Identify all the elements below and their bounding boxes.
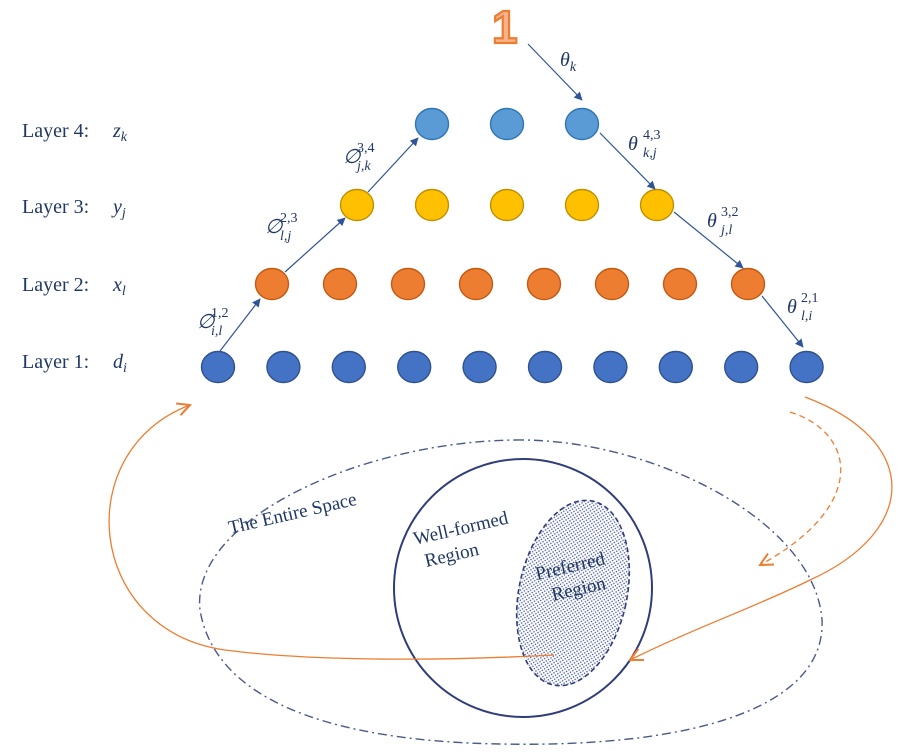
label-theta-jl: θ 3,2 j,l	[707, 205, 739, 238]
layer-1-node	[200, 350, 236, 384]
layer-1-variable: di	[113, 351, 127, 376]
edge-labels: θk θ 4,3 k,j θ 3,2 j,l θ 2,1 l,i ∅ 3,4 j…	[197, 49, 819, 339]
layer-2-node	[662, 267, 698, 301]
top-node-one: 1	[492, 1, 518, 53]
svg-text:2,1: 2,1	[801, 291, 819, 306]
entire-space-boundary	[199, 439, 823, 745]
arrow-theta-kj	[599, 132, 656, 190]
layer-4-nodes	[414, 107, 600, 141]
layer-3-node	[414, 188, 450, 222]
svg-text:l,i: l,i	[801, 309, 812, 324]
layer-1-node	[331, 350, 366, 384]
well-formed-label: Well-formed Region	[411, 507, 520, 574]
arrow-phi-jk	[367, 137, 419, 193]
layer-2-node	[526, 267, 562, 301]
well-formed-region	[393, 458, 653, 718]
svg-text:4,3: 4,3	[643, 128, 661, 143]
layer-2-node	[322, 267, 358, 301]
svg-text:θ: θ	[707, 210, 717, 232]
layer-3-node	[339, 188, 375, 222]
layer-2-variable: xl	[112, 274, 126, 299]
layer-1-node	[266, 350, 301, 384]
layer-3-label: Layer 3:	[22, 196, 89, 218]
entire-space-label: The Entire Space	[226, 489, 358, 539]
layer-4-node	[489, 107, 525, 141]
layer-4-variable: zk	[112, 120, 128, 145]
layer-3-variable: yj	[111, 196, 126, 221]
layer-2-node	[390, 267, 426, 301]
label-phi-lj: ∅ 2,3 l,j	[265, 211, 298, 244]
svg-text:θ: θ	[787, 296, 797, 318]
arrow-phi-il	[219, 298, 261, 352]
svg-text:θ: θ	[628, 133, 638, 155]
layer-2-node	[594, 267, 630, 301]
theta-arrows	[527, 43, 804, 348]
layer-2-nodes	[254, 267, 766, 301]
preferred-region	[515, 499, 631, 687]
layer-1-node	[789, 350, 824, 384]
layer-4-node	[564, 107, 600, 141]
layer-3-node	[489, 188, 525, 222]
layer-3-node	[564, 188, 600, 222]
arrow-phi-lj	[284, 217, 346, 273]
layer-1-node	[462, 350, 497, 384]
svg-text:2,3: 2,3	[280, 211, 298, 226]
svg-text:∅: ∅	[197, 311, 216, 333]
label-theta-kj: θ 4,3 k,j	[628, 128, 661, 161]
layer-2-node	[254, 267, 290, 301]
layer-labels: Layer 4: zk Layer 3: yj Layer 2: xl Laye…	[22, 120, 128, 376]
svg-text:∅: ∅	[265, 216, 284, 238]
layer-1-node	[397, 350, 432, 384]
svg-text:i,l: i,l	[211, 324, 222, 339]
phi-arrows	[219, 137, 419, 352]
svg-text:k,j: k,j	[643, 146, 657, 161]
arrow-theta-jl	[673, 211, 744, 269]
layer-4-node	[414, 107, 450, 141]
generation-arrow-to-preferred	[630, 396, 893, 660]
layer-1-node	[724, 350, 759, 384]
layer-4-label: Layer 4:	[22, 120, 89, 142]
layer-1-nodes	[200, 350, 824, 384]
label-phi-jk: ∅ 3,4 j,k	[343, 141, 375, 174]
svg-text:l,j: l,j	[280, 229, 291, 244]
label-theta-k: θk	[560, 49, 577, 75]
svg-text:j,k: j,k	[355, 159, 371, 174]
label-phi-il: ∅ 1,2 i,l	[197, 306, 229, 339]
layer-2-node	[730, 267, 766, 301]
layer-1-node	[658, 350, 693, 384]
layer-1-node	[527, 350, 563, 384]
arrow-theta-k	[527, 43, 583, 101]
layer-2-label: Layer 2:	[22, 274, 89, 296]
feedback-arrow-to-layer1	[108, 405, 555, 660]
svg-text:∅: ∅	[343, 146, 362, 168]
layer-3-nodes	[339, 188, 675, 222]
svg-text:3,2: 3,2	[721, 205, 739, 220]
layer-2-node	[458, 267, 494, 301]
layer-1-label: Layer 1:	[22, 351, 89, 373]
layer-1-node	[593, 350, 628, 384]
layer-3-node	[639, 188, 675, 222]
svg-text:1,2: 1,2	[211, 306, 229, 321]
arrow-theta-li	[761, 295, 804, 348]
label-theta-li: θ 2,1 l,i	[787, 291, 819, 324]
svg-text:j,l: j,l	[719, 223, 732, 238]
generation-arrow-to-entire-space	[760, 411, 842, 565]
feedback-arrows	[108, 396, 893, 660]
svg-text:3,4: 3,4	[357, 141, 375, 156]
